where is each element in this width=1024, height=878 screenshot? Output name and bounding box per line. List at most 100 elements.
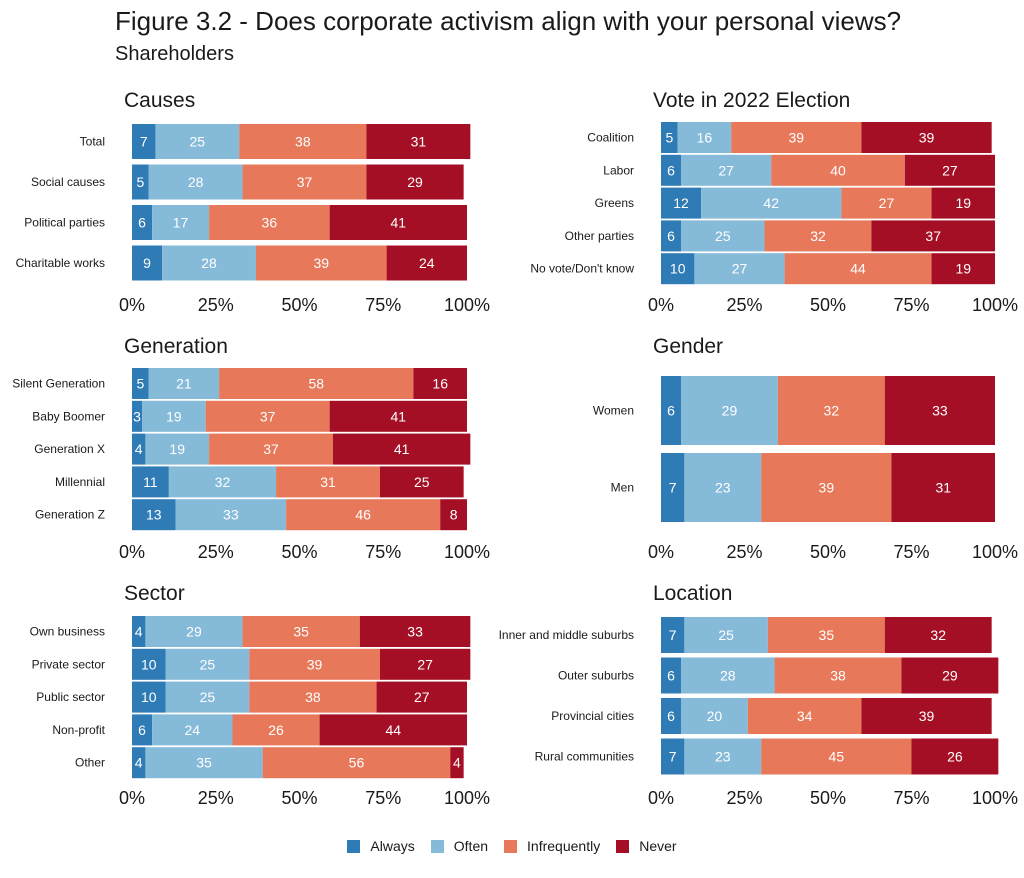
data-label: 37 [263, 441, 279, 457]
data-label: 21 [176, 376, 192, 392]
category-label: Greens [595, 196, 634, 210]
bar-segment-often [145, 616, 243, 647]
data-label: 41 [391, 408, 407, 424]
bar-segment-never [379, 466, 464, 498]
category-label: No vote/Don't know [530, 262, 634, 276]
data-label: 25 [200, 656, 216, 672]
data-label: 25 [200, 689, 216, 705]
data-label: 39 [307, 656, 323, 672]
data-label: 39 [788, 130, 804, 146]
bar-segment-often [165, 681, 250, 713]
data-label: 4 [135, 624, 143, 640]
x-tick-label: 100% [444, 788, 490, 808]
legend: Always Often Infrequently Never [0, 838, 1024, 854]
data-label: 37 [925, 228, 941, 244]
bar-segment-infrequently [249, 681, 377, 713]
bar-segment-often [148, 164, 243, 200]
data-label: 13 [146, 507, 162, 523]
data-label: 37 [297, 174, 313, 190]
bar-segment-often [162, 245, 256, 281]
data-label: 38 [830, 668, 846, 684]
x-tick-label: 75% [893, 295, 929, 315]
bar-segment-often [142, 400, 206, 432]
data-label: 32 [810, 228, 826, 244]
data-label: 6 [138, 722, 146, 738]
x-tick-label: 0% [648, 788, 674, 808]
x-tick-label: 100% [972, 542, 1018, 562]
category-label: Social causes [31, 175, 105, 189]
category-label: Provincial cities [551, 709, 634, 723]
x-tick-label: 25% [726, 788, 762, 808]
data-label: 16 [432, 376, 448, 392]
data-label: 16 [697, 130, 713, 146]
bar-segment-infrequently [784, 253, 932, 285]
category-label: Silent Generation [12, 377, 105, 391]
data-label: 36 [262, 215, 278, 231]
bar-segment-often [681, 154, 772, 186]
x-tick-label: 100% [972, 788, 1018, 808]
data-label: 27 [414, 689, 430, 705]
bar-segment-never [376, 681, 467, 713]
data-label: 27 [417, 656, 433, 672]
data-label: 5 [136, 174, 144, 190]
panel-vote-in-2022-election: Vote in 2022 Election Coalition 5 16 39 39 Lab… [530, 89, 1018, 315]
data-label: 31 [935, 480, 951, 496]
x-tick-label: 50% [281, 542, 317, 562]
data-label: 4 [135, 441, 143, 457]
bar-segment-always [132, 164, 149, 200]
bar-segment-infrequently [242, 616, 360, 647]
data-label: 7 [669, 627, 677, 643]
bar-segment-always [661, 187, 702, 219]
bar-segment-always [132, 433, 146, 465]
x-tick-label: 50% [281, 295, 317, 315]
category-label: Non-profit [52, 723, 105, 737]
bar-segment-always [661, 154, 682, 186]
legend-swatch-never [616, 839, 630, 853]
data-label: 31 [320, 474, 336, 490]
data-label: 5 [136, 376, 144, 392]
bar-segment-often [677, 122, 732, 153]
bar-segment-never [359, 616, 471, 647]
legend-swatch-often [430, 839, 444, 853]
category-label: Charitable works [16, 256, 105, 270]
x-tick-label: 50% [281, 788, 317, 808]
category-label: Outer suburbs [558, 669, 634, 683]
data-label: 39 [819, 480, 835, 496]
x-tick-label: 100% [972, 295, 1018, 315]
category-label: Total [80, 135, 105, 149]
data-label: 25 [718, 627, 734, 643]
bar-segment-often [681, 376, 778, 445]
category-label: Rural communities [535, 750, 634, 764]
figure-subtitle: Shareholders [115, 43, 234, 65]
x-tick-label: 75% [365, 295, 401, 315]
bar-segment-always [132, 616, 146, 647]
category-label: Baby Boomer [32, 409, 105, 423]
figure-title: Figure 3.2 - Does corporate activism ali… [115, 6, 902, 36]
bar-segment-never [386, 245, 467, 281]
panel-title: Gender [653, 335, 723, 358]
bar-segment-never [904, 154, 995, 186]
data-label: 41 [391, 215, 407, 231]
data-label: 25 [190, 134, 206, 150]
x-tick-label: 75% [365, 788, 401, 808]
data-label: 46 [355, 507, 371, 523]
bar-segment-always [661, 453, 685, 522]
bar-segment-always [661, 698, 682, 734]
panel-title: Vote in 2022 Election [653, 89, 850, 112]
bar-segment-never [884, 376, 995, 445]
bar-segment-infrequently [761, 738, 912, 775]
bar-segment-often [165, 648, 250, 680]
category-label: Coalition [587, 131, 634, 145]
legend-swatch-infrequently [504, 839, 518, 853]
bar-segment-never [413, 368, 467, 399]
data-label: 28 [201, 255, 217, 271]
bar-segment-always [661, 253, 695, 285]
x-tick-label: 0% [119, 788, 145, 808]
bar-segment-often [684, 617, 768, 653]
bar-segment-infrequently [205, 400, 330, 432]
data-label: 10 [141, 689, 157, 705]
data-label: 27 [879, 195, 895, 211]
data-label: 23 [715, 749, 731, 765]
bar-segment-never [931, 253, 995, 285]
